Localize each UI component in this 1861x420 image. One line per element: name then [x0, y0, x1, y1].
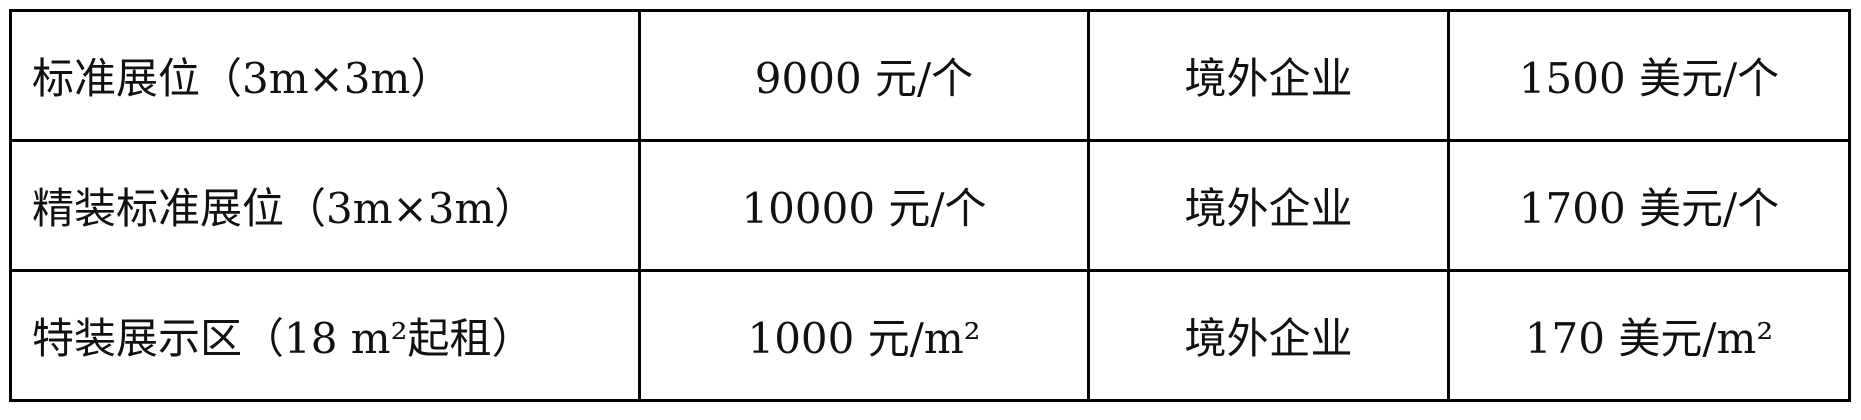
table-cell: 9000 元/个 — [638, 9, 1090, 142]
table-cell: 境外企业 — [1087, 139, 1450, 272]
table-cell: 170 美元/m² — [1447, 269, 1851, 402]
table-cell: 精装标准展位（3m×3m） — [9, 139, 641, 272]
table-row: 精装标准展位（3m×3m） 10000 元/个 境外企业 1700 美元/个 — [9, 139, 1851, 272]
table-cell: 1500 美元/个 — [1447, 9, 1851, 142]
table-cell: 1700 美元/个 — [1447, 139, 1851, 272]
table-cell: 特装展示区（18 m²起租） — [9, 269, 641, 402]
table-row: 特装展示区（18 m²起租） 1000 元/m² 境外企业 170 美元/m² — [9, 269, 1851, 402]
table-cell: 标准展位（3m×3m） — [9, 9, 641, 142]
table-row: 标准展位（3m×3m） 9000 元/个 境外企业 1500 美元/个 — [9, 9, 1851, 142]
table-body: 标准展位（3m×3m） 9000 元/个 境外企业 1500 美元/个 精装标准展位（3… — [9, 9, 1851, 402]
table-cell: 境外企业 — [1087, 269, 1450, 402]
table-cell: 1000 元/m² — [638, 269, 1090, 402]
table-cell: 境外企业 — [1087, 9, 1450, 142]
price-table: 标准展位（3m×3m） 9000 元/个 境外企业 1500 美元/个 精装标准展位（3… — [9, 9, 1851, 402]
table-cell: 10000 元/个 — [638, 139, 1090, 272]
